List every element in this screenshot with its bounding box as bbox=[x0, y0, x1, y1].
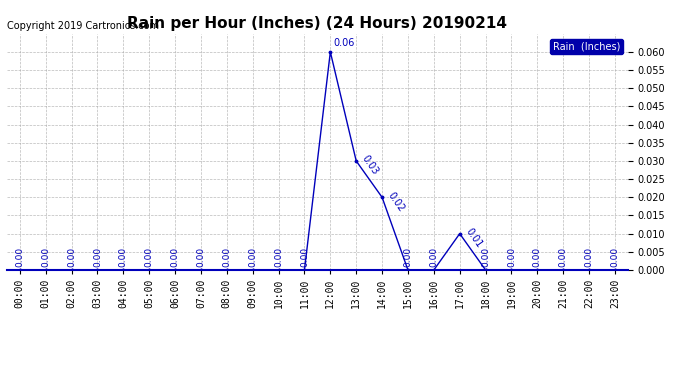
Text: 0.00: 0.00 bbox=[222, 247, 231, 267]
Text: 0.00: 0.00 bbox=[300, 247, 309, 267]
Text: 0.00: 0.00 bbox=[197, 247, 206, 267]
Text: 0.00: 0.00 bbox=[404, 247, 413, 267]
Text: 0.00: 0.00 bbox=[119, 247, 128, 267]
Text: Copyright 2019 Cartronics.com: Copyright 2019 Cartronics.com bbox=[7, 21, 159, 32]
Title: Rain per Hour (Inches) (24 Hours) 20190214: Rain per Hour (Inches) (24 Hours) 201902… bbox=[128, 16, 507, 31]
Text: 0.00: 0.00 bbox=[429, 247, 438, 267]
Legend: Rain  (Inches): Rain (Inches) bbox=[550, 39, 623, 54]
Text: 0.00: 0.00 bbox=[15, 247, 24, 267]
Text: 0.03: 0.03 bbox=[360, 154, 381, 177]
Text: 0.00: 0.00 bbox=[93, 247, 102, 267]
Text: 0.00: 0.00 bbox=[67, 247, 76, 267]
Text: 0.00: 0.00 bbox=[145, 247, 154, 267]
Text: 0.06: 0.06 bbox=[333, 38, 355, 48]
Text: 0.00: 0.00 bbox=[584, 247, 593, 267]
Text: 0.01: 0.01 bbox=[464, 226, 484, 249]
Text: 0.00: 0.00 bbox=[533, 247, 542, 267]
Text: 0.00: 0.00 bbox=[248, 247, 257, 267]
Text: 0.00: 0.00 bbox=[274, 247, 283, 267]
Text: 0.00: 0.00 bbox=[170, 247, 179, 267]
Text: 0.00: 0.00 bbox=[559, 247, 568, 267]
Text: 0.00: 0.00 bbox=[481, 247, 490, 267]
Text: 0.00: 0.00 bbox=[611, 247, 620, 267]
Text: 0.00: 0.00 bbox=[507, 247, 516, 267]
Text: 0.02: 0.02 bbox=[386, 190, 406, 213]
Text: 0.00: 0.00 bbox=[41, 247, 50, 267]
